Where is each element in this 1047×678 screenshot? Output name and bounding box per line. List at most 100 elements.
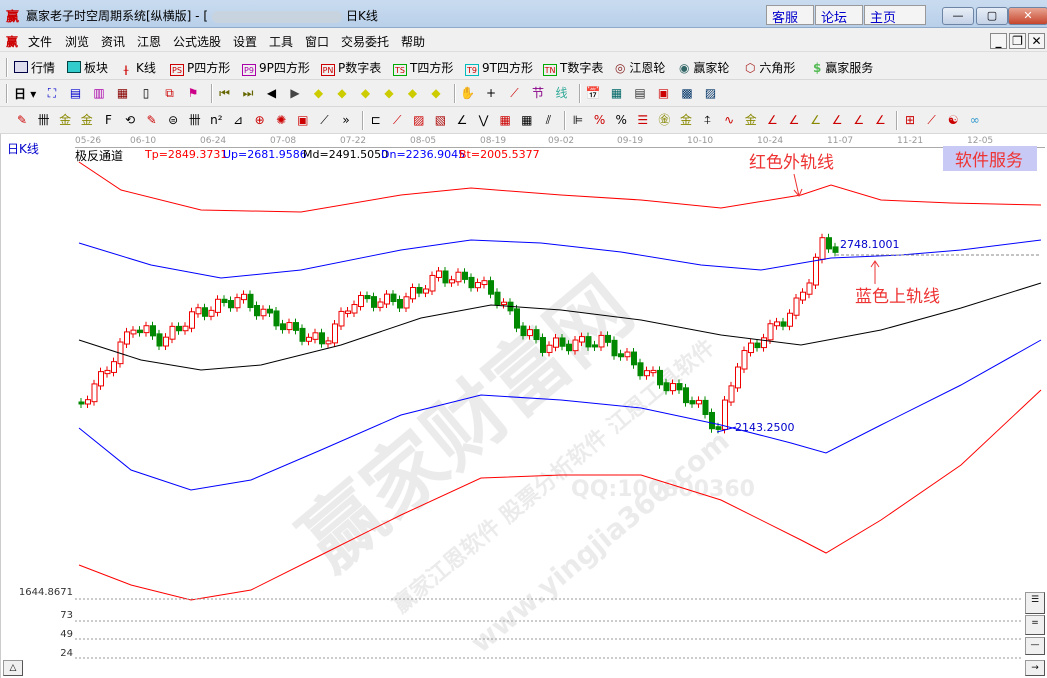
tool-icon[interactable]: ☰	[637, 113, 649, 127]
sectors-button[interactable]: 板块	[67, 59, 108, 76]
tool-icon[interactable]: ☯	[947, 113, 959, 127]
tool-icon[interactable]: 📅	[585, 86, 601, 100]
menu-trade[interactable]: 交易委托	[341, 35, 390, 49]
tool-icon[interactable]: ▦	[499, 113, 511, 127]
tool-icon[interactable]: ▤	[634, 86, 646, 100]
tool-icon[interactable]: ▦	[116, 86, 129, 100]
tool-icon[interactable]: ∞	[969, 113, 980, 127]
tool-icon[interactable]: ◆	[360, 86, 371, 100]
tool-icon[interactable]: ⟋	[392, 113, 402, 127]
mdi-restore-button[interactable]: ❐	[1009, 33, 1026, 49]
menu-gann[interactable]: 江恩	[137, 35, 162, 49]
tool-icon[interactable]: ▦	[521, 113, 533, 127]
tool-icon[interactable]: ◆	[431, 86, 441, 100]
tool-icon[interactable]: ⧉	[165, 86, 174, 100]
t-number-table-button[interactable]: TN T数字表	[543, 61, 604, 76]
tool-icon[interactable]: ▧	[434, 113, 447, 127]
tool-icon[interactable]: ㊎	[658, 113, 671, 127]
menu-formula[interactable]: 公式选股	[173, 35, 222, 49]
menu-browse[interactable]: 浏览	[65, 35, 90, 49]
tool-icon[interactable]: ✎	[146, 113, 157, 127]
tool-icon[interactable]: ⛶	[47, 86, 57, 100]
tool-icon[interactable]: ⚑	[187, 86, 199, 100]
tool-icon[interactable]: ✋	[460, 86, 475, 100]
tool-icon[interactable]: ◆	[337, 86, 347, 100]
tool-icon[interactable]: ∿	[724, 113, 735, 127]
tool-icon[interactable]: ▦	[610, 86, 623, 100]
tool-icon[interactable]: 金	[80, 113, 93, 127]
tool-icon[interactable]: 节	[531, 86, 544, 100]
tool-icon[interactable]: ⊏	[370, 113, 381, 127]
tool-icon[interactable]: ⫽	[545, 113, 552, 127]
hexagon-button[interactable]: ⬡ 六角形	[745, 61, 796, 75]
tool-icon[interactable]: ▯	[142, 86, 150, 100]
9t-square-button[interactable]: T9 9T四方形	[465, 61, 533, 76]
pane-1-button[interactable]: —	[1025, 637, 1045, 655]
p-square-button[interactable]: PS P四方形	[170, 59, 230, 76]
tool-icon[interactable]: ∠	[788, 113, 800, 127]
tool-icon[interactable]: ⟋	[320, 113, 329, 127]
winner-service-button[interactable]: $ 赢家服务	[813, 61, 874, 75]
tool-icon[interactable]: ◀	[266, 86, 277, 100]
tool-icon[interactable]: ∠	[810, 113, 821, 127]
menu-info[interactable]: 资讯	[101, 35, 126, 49]
maximize-button[interactable]: ▢	[976, 7, 1008, 25]
tool-icon[interactable]: ⍏	[703, 113, 712, 127]
scroll-right-button[interactable]: →	[1025, 660, 1045, 676]
tool-icon[interactable]: ⊕	[254, 113, 265, 127]
forum-link[interactable]: 论坛	[815, 5, 863, 26]
tool-icon[interactable]: 金	[59, 113, 72, 127]
minimize-button[interactable]: —	[942, 7, 974, 25]
tool-icon[interactable]: 卌	[188, 113, 201, 127]
tool-icon[interactable]: ◆	[313, 86, 324, 100]
tool-icon[interactable]: ∠	[831, 113, 843, 127]
tool-icon[interactable]: ∠	[456, 113, 468, 127]
tool-icon[interactable]: %	[615, 113, 627, 127]
tool-icon[interactable]: ∠	[853, 113, 865, 127]
tool-icon[interactable]: ◆	[384, 86, 394, 100]
menu-window[interactable]: 窗口	[305, 35, 330, 49]
pane-3-button[interactable]: ☰	[1025, 592, 1045, 614]
tool-icon[interactable]: ▶	[290, 86, 300, 100]
tool-icon[interactable]: ▨	[704, 86, 717, 100]
close-button[interactable]: ✕	[1008, 7, 1047, 25]
tool-icon[interactable]: ▥	[93, 86, 105, 100]
tool-icon[interactable]: ▩	[681, 86, 693, 100]
tool-icon[interactable]: ▣	[657, 86, 670, 100]
tool-icon[interactable]: »	[342, 113, 350, 127]
tool-icon[interactable]: ⏮	[219, 86, 230, 100]
tool-icon[interactable]: ⊜	[168, 113, 179, 127]
period-dropdown[interactable]: 日 ▾	[14, 87, 37, 101]
tool-icon[interactable]: F	[104, 113, 112, 127]
tool-icon[interactable]: 卌	[37, 113, 50, 127]
tool-icon[interactable]: ⟲	[124, 113, 136, 127]
t-square-button[interactable]: TS T四方形	[393, 59, 453, 76]
tool-icon[interactable]: ∠	[767, 113, 778, 127]
tool-icon[interactable]: n²	[210, 113, 223, 127]
tool-icon[interactable]: 金	[679, 113, 692, 127]
tool-icon[interactable]: ⊿	[232, 113, 244, 127]
tool-icon[interactable]: ⟋	[927, 113, 936, 127]
tool-icon[interactable]: ◆	[407, 86, 418, 100]
tool-icon[interactable]: ▤	[69, 86, 82, 100]
homepage-link[interactable]: 主页	[864, 5, 926, 26]
tool-icon[interactable]: 线	[555, 86, 568, 100]
tool-icon[interactable]: ▨	[413, 113, 425, 127]
gann-wheel-button[interactable]: ◎ 江恩轮	[615, 61, 666, 75]
tool-icon[interactable]: ✺	[276, 113, 287, 127]
p-number-table-button[interactable]: PN P数字表	[321, 61, 382, 76]
pane-2-button[interactable]: =	[1025, 615, 1045, 635]
menu-help[interactable]: 帮助	[401, 35, 426, 49]
menu-file[interactable]: 文件	[28, 35, 53, 49]
tool-icon[interactable]: 金	[744, 113, 757, 127]
tool-icon[interactable]: ▣	[297, 113, 309, 127]
tool-icon[interactable]: ⊫	[572, 113, 584, 127]
customer-service-link[interactable]: 客服	[766, 5, 814, 26]
menu-settings[interactable]: 设置	[233, 35, 258, 49]
mdi-minimize-button[interactable]: _	[990, 33, 1007, 49]
tool-icon[interactable]: ✎	[16, 113, 28, 127]
mdi-close-button[interactable]: ✕	[1028, 33, 1045, 49]
menu-tools[interactable]: 工具	[269, 35, 294, 49]
tool-icon[interactable]: ⏭	[242, 86, 254, 100]
tool-icon[interactable]: ∠	[875, 113, 886, 127]
